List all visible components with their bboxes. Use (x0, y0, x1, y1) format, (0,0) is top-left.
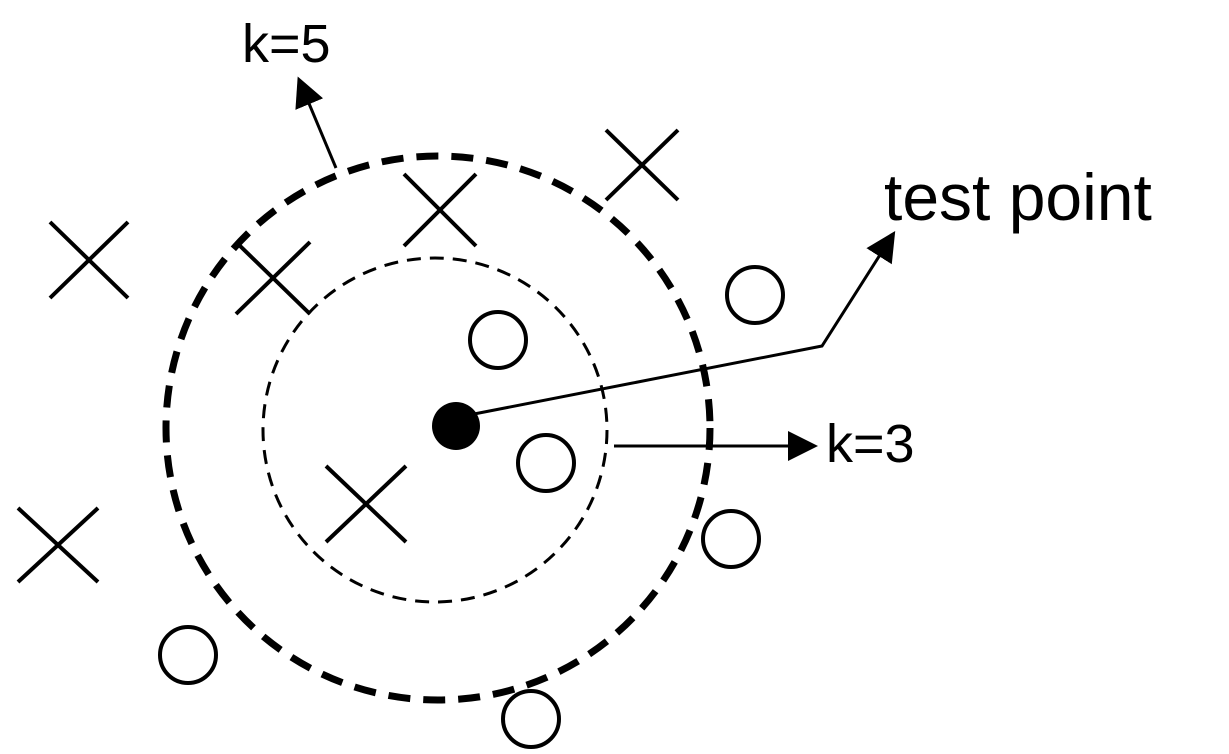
o-marker (501, 689, 561, 749)
x-marker (234, 240, 312, 316)
k5-neighborhood-circle (162, 152, 714, 704)
test-point-dot (432, 402, 480, 450)
k3-neighborhood-circle (261, 256, 609, 604)
o-marker (701, 509, 761, 569)
o-marker (468, 310, 528, 370)
x-marker (16, 506, 100, 584)
k5-label: k=5 (242, 14, 331, 74)
k5-pointer (295, 76, 338, 169)
o-marker (158, 625, 218, 685)
x-marker (402, 172, 478, 248)
o-marker (516, 433, 576, 493)
test-point-pointer (473, 230, 896, 416)
o-marker (725, 265, 785, 325)
k3-label: k=3 (826, 414, 915, 474)
x-marker (324, 464, 408, 544)
x-marker (48, 220, 130, 300)
test-point-label: test point (884, 160, 1152, 234)
x-marker (604, 128, 680, 202)
